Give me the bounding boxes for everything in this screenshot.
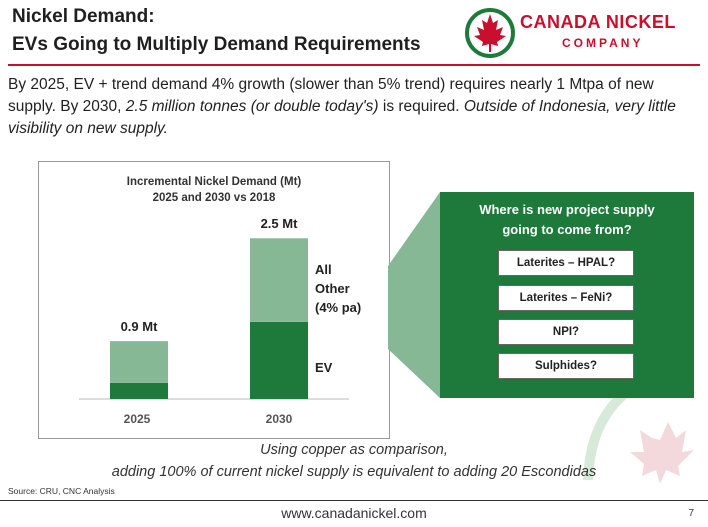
- bar-total-label-2025: 0.9 Mt: [120, 319, 158, 335]
- note-line2: adding 100% of current nickel supply is …: [111, 464, 597, 480]
- x-tick-2025: 2025: [123, 412, 151, 426]
- connector-shape: [388, 192, 440, 398]
- intro-part4: Outside of Indonesia, very little visibi…: [8, 98, 676, 137]
- company-logo: CANADA NICKEL COMPANY: [462, 8, 702, 58]
- page-title-line1: Nickel Demand:: [12, 6, 155, 27]
- page-title-line2: EVs Going to Multiply Demand Requirement…: [12, 34, 421, 55]
- bar-2030-ev: [250, 321, 308, 399]
- other-label-line1: All: [315, 262, 332, 277]
- intro-paragraph: By 2025, EV + trend demand 4% growth (sl…: [8, 74, 700, 140]
- other-label-line3: (4% pa): [315, 300, 362, 315]
- option-laterites-hpal: Laterites – HPAL?: [498, 250, 634, 276]
- supply-title-line1: Where is new project supply: [479, 202, 655, 217]
- intro-part2: 2.5 million tonnes (or double today's): [125, 98, 379, 115]
- chart-title: Incremental Nickel Demand (Mt): [126, 176, 302, 188]
- bar-2025-ev: [110, 382, 168, 399]
- x-tick-2030: 2030: [265, 412, 293, 426]
- intro-part1: By 2025, EV + trend demand 4% growth (sl…: [8, 76, 654, 115]
- footer-divider: [0, 500, 708, 501]
- intro-part3: is required.: [378, 98, 464, 115]
- chart-bars: [79, 238, 349, 400]
- chart-subtitle: 2025 and 2030 vs 2018: [152, 192, 276, 204]
- bar-total-label-2030: 2.5 Mt: [260, 216, 298, 232]
- option-sulphides: Sulphides?: [498, 353, 634, 379]
- header-divider: [8, 64, 700, 66]
- bar-2030-other: [250, 238, 308, 322]
- page-number: 7: [688, 508, 694, 519]
- logo-name-line1: CANADA NICKEL: [520, 12, 676, 32]
- footer-website: www.canadanickel.com: [281, 505, 427, 521]
- other-label-line2: Other: [315, 281, 350, 296]
- source-note: Source: CRU, CNC Analysis: [8, 486, 115, 496]
- option-laterites-feni: Laterites – FeNi?: [498, 285, 634, 311]
- logo-name-line2: COMPANY: [562, 36, 644, 50]
- ev-segment-label: EV: [315, 360, 333, 375]
- supply-question-box: Where is new project supply going to com…: [440, 192, 694, 398]
- bar-2025-other: [110, 341, 168, 383]
- other-segment-label: All Other (4% pa): [315, 260, 361, 317]
- demand-chart: Incremental Nickel Demand (Mt) 2025 and …: [38, 161, 390, 439]
- note-line1: Using copper as comparison,: [260, 442, 448, 458]
- option-npi: NPI?: [498, 319, 634, 345]
- maple-leaf-icon: [465, 8, 515, 58]
- supply-question-title: Where is new project supply going to com…: [440, 200, 694, 240]
- supply-title-line2: going to come from?: [502, 222, 632, 237]
